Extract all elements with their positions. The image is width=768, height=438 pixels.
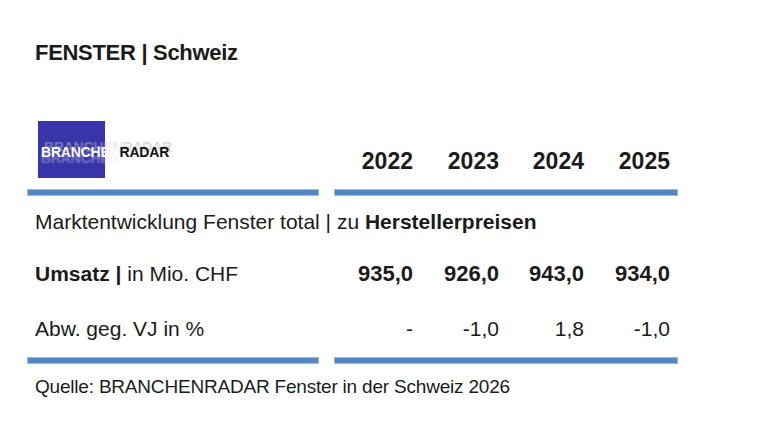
section-title-bold: Herstellerpreisen xyxy=(365,210,537,233)
year-header-2023: 2023 xyxy=(413,148,499,175)
section-title: Marktentwicklung Fenster total | zu Hers… xyxy=(35,210,670,234)
row-label: Umsatz | in Mio. CHF xyxy=(35,262,329,286)
value-cell-2023: 926,0 xyxy=(413,261,499,287)
value-cell-2023: -1,0 xyxy=(413,317,499,341)
row-label-regular: Abw. geg. VJ in % xyxy=(35,317,204,340)
value-cell-2022: - xyxy=(329,317,413,341)
year-header-2024: 2024 xyxy=(499,148,584,175)
page-title: FENSTER | Schweiz xyxy=(35,40,238,66)
table-row-abweichung: Abw. geg. VJ in % - -1,0 1,8 -1,0 xyxy=(35,317,670,341)
row-label-regular: in Mio. CHF xyxy=(127,262,238,285)
value-cell-2024: 1,8 xyxy=(499,317,584,341)
accent-bar-top-right xyxy=(334,189,678,196)
value-cell-2025: 934,0 xyxy=(584,261,670,287)
row-label: Abw. geg. VJ in % xyxy=(35,317,329,341)
year-header-2022: 2022 xyxy=(329,148,413,175)
accent-bar-bottom-right xyxy=(334,357,678,364)
accent-bar-top-left xyxy=(27,189,319,196)
accent-bar-bottom-left xyxy=(27,357,319,364)
value-cell-2025: -1,0 xyxy=(584,317,670,341)
section-title-row: Marktentwicklung Fenster total | zu Hers… xyxy=(35,210,670,234)
source-line: Quelle: BRANCHENRADAR Fenster in der Sch… xyxy=(35,376,510,398)
row-label-bold: Umsatz | xyxy=(35,262,127,285)
year-header-2025: 2025 xyxy=(584,148,670,175)
table-row-umsatz: Umsatz | in Mio. CHF 935,0 926,0 943,0 9… xyxy=(35,261,670,287)
year-header-row: 2022 2023 2024 2025 xyxy=(35,148,670,175)
section-title-regular: Marktentwicklung Fenster total | zu xyxy=(35,210,365,233)
report-page: FENSTER | Schweiz BRANCHENRADAR 2022 202… xyxy=(0,0,768,438)
value-cell-2024: 943,0 xyxy=(499,261,584,287)
value-cell-2022: 935,0 xyxy=(329,261,413,287)
